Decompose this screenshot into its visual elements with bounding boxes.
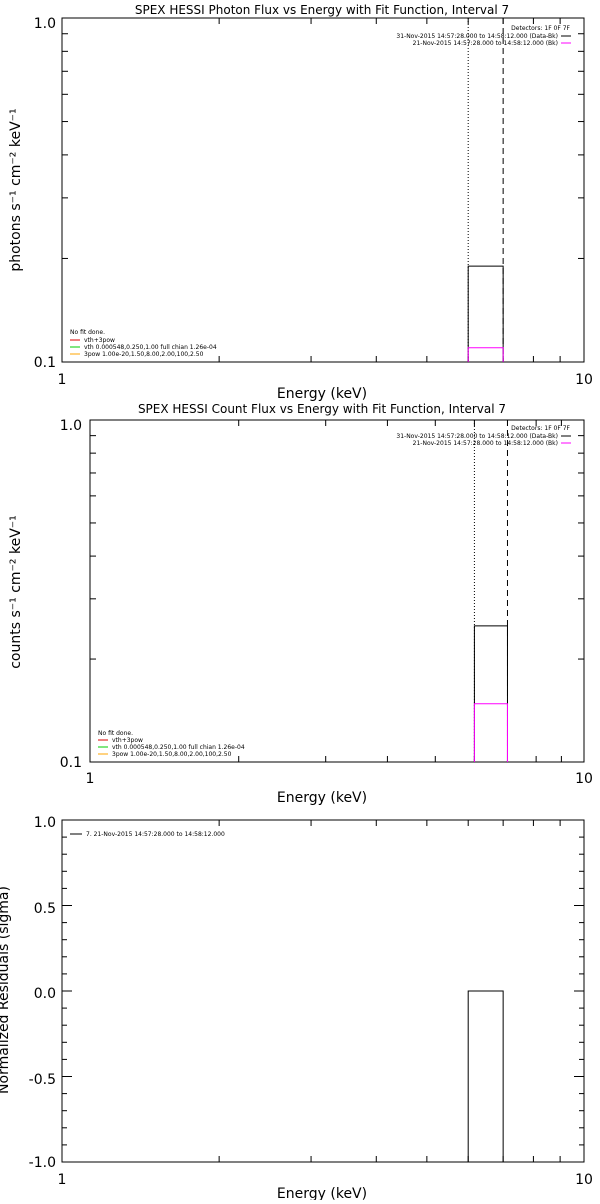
photon-flux-ytick-1.0: 1.0 xyxy=(34,16,56,32)
photon-flux-fit-status: No fit done. xyxy=(70,329,105,336)
count-flux-fit-entry-1: vth+3pow xyxy=(112,737,143,744)
count-flux-marks xyxy=(473,420,508,762)
residuals-legend: 7. 21-Nov-2015 14:57:28.000 to 14:58:12.… xyxy=(70,831,225,838)
photon-flux-xtick-10: 10 xyxy=(575,372,593,388)
residuals-xtick-1: 1 xyxy=(58,1172,67,1188)
photon-flux-xtick-1: 1 xyxy=(58,372,67,388)
count-flux-ytick-0.1: 0.1 xyxy=(60,755,82,771)
photon-flux-ylabel: photons s⁻¹ cm⁻² keV⁻¹ xyxy=(8,108,24,271)
count-flux-legend-entry-1: 31-Nov-2015 14:57:28.000 to 14:58:12.000… xyxy=(396,433,558,440)
series-step-1 xyxy=(467,265,504,362)
count-flux-fit-entry-3: 3pow 1.00e-20,1.50,8.00,2.00,100,2.50 xyxy=(112,751,232,758)
residuals-xtick-10: 10 xyxy=(575,1172,593,1188)
count-flux-ytick-1.0: 1.0 xyxy=(60,418,82,434)
photon-flux-ytick-0.1: 0.1 xyxy=(34,355,56,371)
count-flux-plot-frame xyxy=(89,419,585,763)
count-flux-ticks xyxy=(90,420,584,762)
series-step-1 xyxy=(467,990,504,1162)
photon-flux-panel: SPEX HESSI Photon Flux vs Energy with Fi… xyxy=(8,3,593,402)
series-step-1 xyxy=(473,625,508,762)
photon-flux-title: SPEX HESSI Photon Flux vs Energy with Fi… xyxy=(135,3,509,17)
photon-flux-fit-entry-2: vth 0.000548,0.250,1.00 full chian 1.26e… xyxy=(84,344,217,351)
count-flux-legend-top-right: Detectors: 1F 0F 7F 31-Nov-2015 14:57:28… xyxy=(396,425,571,447)
residuals-ytick-0.5: 0.5 xyxy=(34,901,56,917)
count-flux-xlabel: Energy (keV) xyxy=(277,790,367,806)
count-flux-panel: SPEX HESSI Count Flux vs Energy with Fit… xyxy=(8,402,593,806)
residuals-xlabel: Energy (keV) xyxy=(277,1186,367,1200)
count-flux-title: SPEX HESSI Count Flux vs Energy with Fit… xyxy=(138,402,506,416)
count-flux-ylabel: counts s⁻¹ cm⁻² keV⁻¹ xyxy=(8,515,24,669)
photon-flux-legend-header: Detectors: 1F 0F 7F xyxy=(511,25,570,32)
photon-flux-marks xyxy=(467,18,504,362)
count-flux-xtick-1: 1 xyxy=(86,771,95,787)
photon-flux-legend-entry-1: 31-Nov-2015 14:57:28.000 to 14:58:12.000… xyxy=(396,33,558,40)
count-flux-legend-header: Detectors: 1F 0F 7F xyxy=(511,425,570,432)
photon-flux-ticks xyxy=(62,18,584,362)
residuals-ytick-0.0: 0.0 xyxy=(34,986,56,1002)
residuals-legend-entry: 7. 21-Nov-2015 14:57:28.000 to 14:58:12.… xyxy=(86,831,225,838)
series-step-2 xyxy=(473,703,508,762)
residuals-ticks xyxy=(62,819,584,1163)
residuals-plot-frame xyxy=(61,819,585,1163)
residuals-ylabel: Normalized Residuals (sigma) xyxy=(0,886,12,1094)
photon-flux-fit-entry-3: 3pow 1.00e-20,1.50,8.00,2.00,100,2.50 xyxy=(84,351,204,358)
count-flux-fit-entry-2: vth 0.000548,0.250,1.00 full chian 1.26e… xyxy=(112,744,245,751)
count-flux-legend-entry-2: 21-Nov-2015 14:57:28.000 to 14:58:12.000… xyxy=(413,440,558,447)
residuals-ytick-neg0.5: -0.5 xyxy=(29,1072,56,1088)
count-flux-fit-status: No fit done. xyxy=(98,730,133,737)
residuals-marks xyxy=(467,990,504,1162)
series-step-2 xyxy=(467,347,504,362)
photon-flux-legend-bottom-left: No fit done. vth+3pow vth 0.000548,0.250… xyxy=(70,329,217,358)
residuals-ytick-1.0: 1.0 xyxy=(34,815,56,831)
residuals-ytick-neg1.0: -1.0 xyxy=(29,1155,56,1171)
photon-flux-legend-top-right: Detectors: 1F 0F 7F 31-Nov-2015 14:57:28… xyxy=(396,25,571,47)
photon-flux-xlabel: Energy (keV) xyxy=(277,386,367,402)
photon-flux-fit-entry-1: vth+3pow xyxy=(84,337,115,344)
count-flux-legend-bottom-left: No fit done. vth+3pow vth 0.000548,0.250… xyxy=(98,730,245,758)
residuals-panel: 1 10 1.0 0.5 0.0 -0.5 -1.0 Energy (keV) … xyxy=(0,815,593,1202)
photon-flux-plot-frame xyxy=(61,17,585,363)
count-flux-xtick-10: 10 xyxy=(575,771,593,787)
photon-flux-legend-entry-2: 21-Nov-2015 14:57:28.000 to 14:58:12.000… xyxy=(413,40,558,47)
